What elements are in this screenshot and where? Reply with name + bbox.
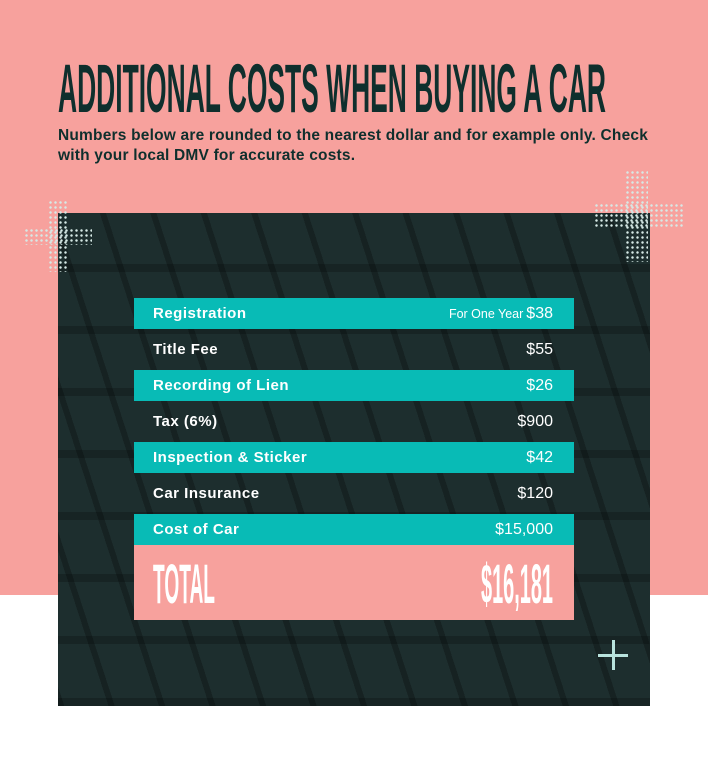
cost-row-tax: Tax (6%) $900 xyxy=(134,406,574,437)
cost-row-inspection: Inspection & Sticker $42 xyxy=(134,442,574,473)
cost-row-cost-of-car: Cost of Car $15,000 xyxy=(134,514,574,545)
cost-label: Title Fee xyxy=(153,341,219,358)
cost-label: Cost of Car xyxy=(153,521,240,538)
cost-label: Inspection & Sticker xyxy=(153,449,308,466)
subtitle: Numbers below are rounded to the nearest… xyxy=(58,127,649,164)
cost-value: $120 xyxy=(517,484,553,502)
cost-value: $42 xyxy=(526,448,553,466)
page-title-text: ADDITIONAL COSTS WHEN BUYING A CAR xyxy=(58,60,606,116)
cost-label: Recording of Lien xyxy=(153,377,289,394)
cost-table: Registration For One Year $38 Title Fee $… xyxy=(134,298,574,620)
cost-value: $15,000 xyxy=(495,520,553,538)
cost-value: $55 xyxy=(526,340,553,358)
total-value-graphic: $16,181 xyxy=(481,555,553,611)
cost-amount: $38 xyxy=(526,304,553,322)
cost-note: For One Year xyxy=(448,306,524,321)
total-value: $16,181 xyxy=(481,555,553,611)
cost-label: Car Insurance xyxy=(153,485,260,502)
dot-pattern-left-horizontal xyxy=(24,228,92,245)
cost-row-title-fee: Title Fee $55 xyxy=(134,334,574,365)
cost-row-recording-of-lien: Recording of Lien $26 xyxy=(134,370,574,401)
page-title: ADDITIONAL COSTS WHEN BUYING A CAR xyxy=(58,60,606,116)
cost-value: For One Year $38 xyxy=(449,305,553,323)
cost-row-car-insurance: Car Insurance $120 xyxy=(134,478,574,509)
cost-label: Tax (6%) xyxy=(153,413,218,430)
plus-icon xyxy=(598,640,628,670)
cost-label: Registration xyxy=(153,305,247,322)
total-label-graphic: TOTAL xyxy=(153,555,215,611)
cost-value: $26 xyxy=(526,376,553,394)
total-row: TOTAL $16,181 xyxy=(134,545,574,620)
dot-pattern-right-horizontal xyxy=(594,203,684,227)
total-label: TOTAL xyxy=(153,555,215,611)
cost-row-registration: Registration For One Year $38 xyxy=(134,298,574,329)
cost-value: $900 xyxy=(517,412,553,430)
